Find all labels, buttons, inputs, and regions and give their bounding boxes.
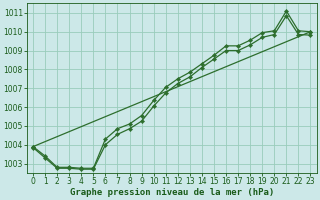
X-axis label: Graphe pression niveau de la mer (hPa): Graphe pression niveau de la mer (hPa) [70, 188, 274, 197]
